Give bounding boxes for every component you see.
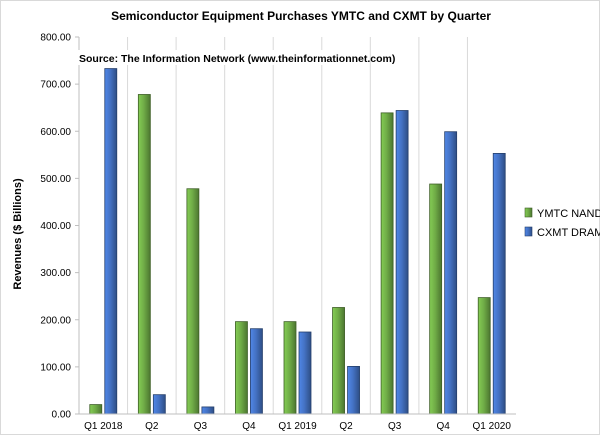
bar-cxmt-dram xyxy=(152,394,166,415)
bar-ymtc-nand xyxy=(235,321,248,415)
x-tick-label: Q1 2018 xyxy=(84,421,123,432)
y-tick-label: 600.00 xyxy=(40,127,71,138)
y-tick-label: 700.00 xyxy=(40,80,71,91)
bar-cxmt-dram xyxy=(444,131,458,415)
legend: YMTC NAND CXMT DRAM xyxy=(524,207,600,239)
bar-ymtc-nand xyxy=(332,307,345,415)
bar-ymtc-nand xyxy=(137,94,151,415)
y-tick-label: 0.00 xyxy=(52,410,72,421)
legend-label-cxmt-dram: CXMT DRAM xyxy=(537,227,600,239)
bar-cxmt-dram xyxy=(395,110,409,415)
x-tick-label: Q4 xyxy=(242,421,256,432)
x-tick-label: Q2 xyxy=(145,421,159,432)
bar-cxmt-dram xyxy=(104,68,118,415)
source-annotation: Source: The Information Network (www.the… xyxy=(79,53,395,65)
bar-cxmt-dram xyxy=(298,331,312,415)
bar-ymtc-nand xyxy=(429,183,443,415)
bar-ymtc-nand xyxy=(186,188,200,415)
y-tick-label: 300.00 xyxy=(40,268,71,279)
bar-cxmt-dram xyxy=(492,152,506,415)
gridlines xyxy=(127,37,468,414)
y-tick-label: 800.00 xyxy=(40,33,71,44)
bar-cxmt-dram xyxy=(201,406,215,415)
source-background xyxy=(77,50,367,65)
y-tick-label: 100.00 xyxy=(40,362,71,373)
bar-cxmt-dram xyxy=(250,328,263,415)
x-tick-labels: Q1 2018 Q2 Q3 Q4 Q1 2019 Q2 Q3 Q4 Q1 2020 xyxy=(84,421,511,432)
legend-label-ymtc-nand: YMTC NAND xyxy=(537,208,600,220)
legend-swatch-cxmt-dram xyxy=(524,226,533,237)
legend-swatch-ymtc-nand xyxy=(524,207,533,218)
x-tick-label: Q3 xyxy=(388,421,402,432)
x-tick-label: Q1 2020 xyxy=(473,421,512,432)
bar-ymtc-nand xyxy=(283,321,297,415)
x-tick-label: Q2 xyxy=(339,421,353,432)
y-tick-label: 400.00 xyxy=(40,221,71,232)
y-axis-label: Revenues ($ Billions) xyxy=(12,178,24,290)
y-tick-label: 200.00 xyxy=(40,315,71,326)
x-tick-label: Q3 xyxy=(194,421,208,432)
y-tick-labels: 0.00 100.00 200.00 300.00 400.00 500.00 600.00… xyxy=(40,33,79,421)
bar-ymtc-nand xyxy=(89,404,103,415)
bar-ymtc-nand xyxy=(380,112,394,415)
x-tick-label: Q1 2019 xyxy=(278,421,317,432)
bars xyxy=(89,68,506,415)
bar-cxmt-dram xyxy=(347,366,360,415)
bar-ymtc-nand xyxy=(477,297,491,415)
y-tick-label: 500.00 xyxy=(40,174,71,185)
x-tick-label: Q4 xyxy=(436,421,450,432)
chart-title: Semiconductor Equipment Purchases YMTC a… xyxy=(111,9,491,23)
